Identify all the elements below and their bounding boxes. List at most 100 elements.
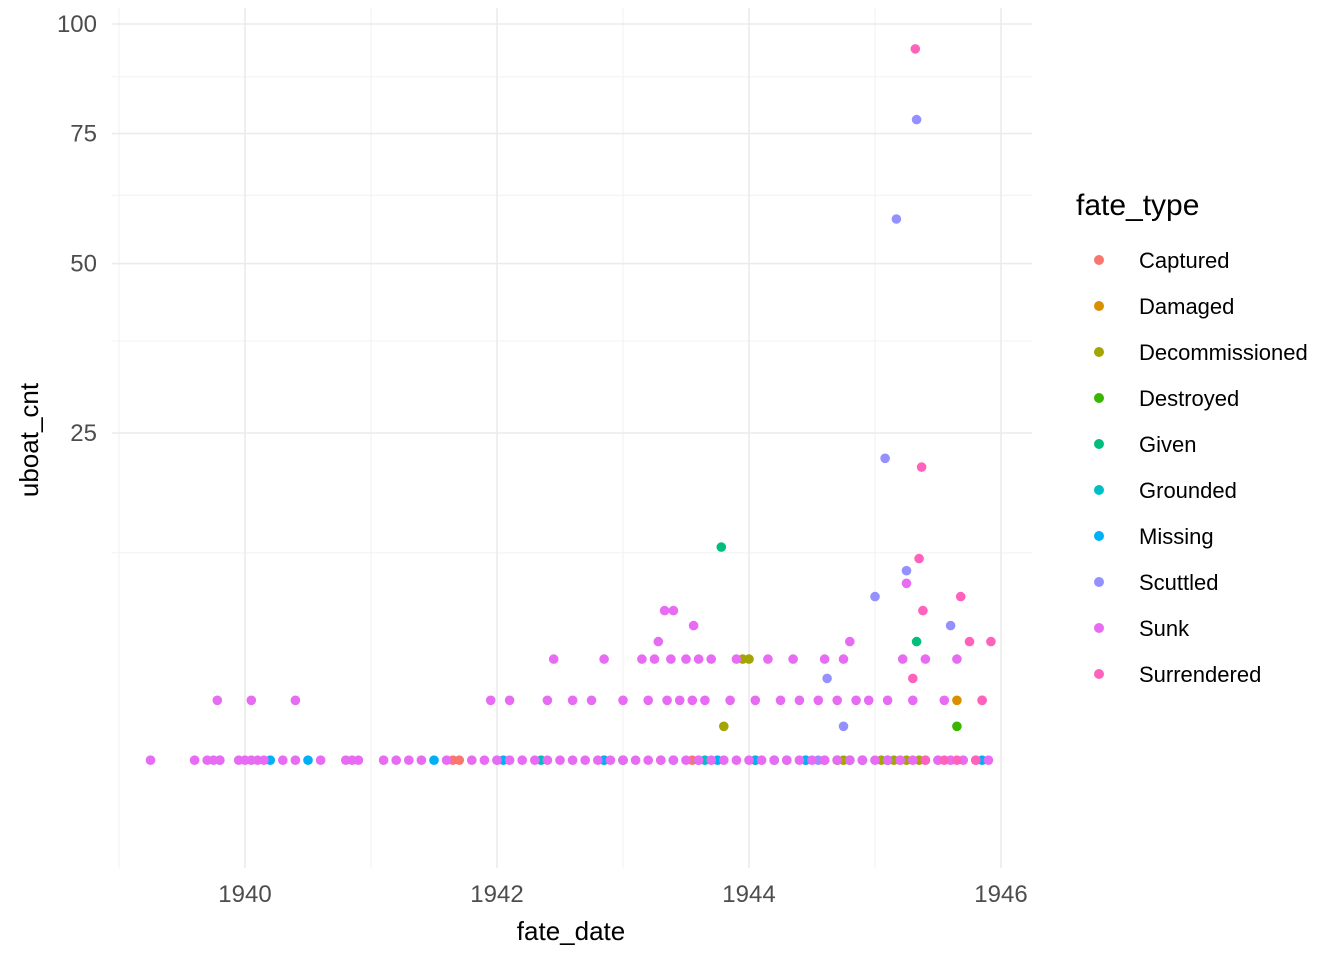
point-sunk bbox=[593, 755, 603, 765]
point-sunk bbox=[416, 755, 427, 765]
point-sunk bbox=[687, 695, 698, 706]
axes: 1940 1942 1944 1946 25 50 75 100 bbox=[57, 11, 1028, 908]
point-sunk bbox=[952, 654, 962, 664]
legend-key-destroyed bbox=[1094, 393, 1104, 403]
point-sunk bbox=[580, 755, 590, 765]
point-sunk bbox=[656, 755, 666, 765]
point-sunk bbox=[404, 755, 414, 765]
point-sunk bbox=[693, 654, 704, 664]
point-sunk bbox=[731, 755, 742, 765]
point-sunk bbox=[668, 755, 679, 765]
point-sunk bbox=[750, 695, 761, 706]
point-sunk bbox=[851, 695, 861, 706]
point-sunk bbox=[882, 755, 893, 765]
point-sunk bbox=[643, 695, 653, 706]
legend-key-given bbox=[1094, 439, 1104, 449]
legend-key-surrendered bbox=[1094, 669, 1104, 679]
point-sunk bbox=[666, 654, 676, 664]
point-sunk bbox=[845, 636, 855, 647]
point-sunk bbox=[845, 755, 855, 765]
point-sunk bbox=[863, 695, 874, 706]
x-tick-label: 1946 bbox=[974, 881, 1027, 908]
legend-key-grounded bbox=[1094, 485, 1104, 495]
point-sunk bbox=[479, 755, 490, 765]
point-sunk bbox=[467, 755, 477, 765]
point-sunk bbox=[782, 755, 792, 765]
point-sunk bbox=[763, 654, 773, 664]
legend-key-scuttled bbox=[1094, 577, 1104, 587]
point-sunk bbox=[605, 755, 616, 765]
point-sunk bbox=[530, 755, 540, 765]
point-sunk bbox=[897, 654, 908, 664]
point-sunk bbox=[731, 654, 742, 664]
point-sunk bbox=[882, 695, 893, 706]
legend-label-given: Given bbox=[1139, 432, 1196, 457]
point-surrendered bbox=[918, 605, 928, 616]
point-sunk bbox=[870, 755, 880, 765]
point-sunk bbox=[832, 695, 842, 706]
point-given bbox=[911, 636, 922, 647]
point-sunk bbox=[567, 755, 578, 765]
point-surrendered bbox=[910, 44, 921, 54]
point-sunk bbox=[719, 755, 729, 765]
point-sunk bbox=[838, 654, 849, 664]
point-sunk bbox=[542, 695, 553, 706]
point-sunk bbox=[653, 636, 664, 647]
point-sunk bbox=[775, 695, 786, 706]
legend-label-grounded: Grounded bbox=[1139, 478, 1237, 503]
point-sunk bbox=[819, 755, 830, 765]
y-tick-label: 50 bbox=[70, 251, 97, 278]
point-captured bbox=[454, 755, 465, 765]
point-sunk bbox=[567, 695, 578, 706]
legend-key-captured bbox=[1094, 255, 1104, 265]
point-sunk bbox=[504, 755, 515, 765]
y-axis-title: uboat_cnt bbox=[14, 382, 44, 497]
point-sunk bbox=[706, 654, 716, 664]
point-scuttled bbox=[870, 591, 880, 602]
y-tick-label: 100 bbox=[57, 11, 97, 38]
point-sunk bbox=[315, 755, 326, 765]
point-scuttled bbox=[901, 565, 912, 576]
point-damaged bbox=[952, 695, 962, 706]
point-sunk bbox=[920, 654, 931, 664]
legend-label-missing: Missing bbox=[1139, 524, 1214, 549]
point-decommissioned bbox=[719, 721, 729, 732]
legend-key-sunk bbox=[1094, 623, 1104, 633]
point-sunk bbox=[637, 654, 647, 664]
legend-label-captured: Captured bbox=[1139, 248, 1230, 273]
point-sunk bbox=[548, 654, 559, 664]
point-sunk bbox=[145, 755, 156, 765]
point-surrendered bbox=[914, 553, 924, 564]
point-sunk bbox=[832, 755, 842, 765]
point-sunk bbox=[662, 695, 672, 706]
legend-label-damaged: Damaged bbox=[1139, 294, 1234, 319]
point-sunk bbox=[485, 695, 496, 706]
point-sunk bbox=[681, 654, 691, 664]
point-scuttled bbox=[822, 673, 832, 684]
point-surrendered bbox=[952, 755, 962, 765]
point-sunk bbox=[983, 755, 994, 765]
point-sunk bbox=[819, 654, 830, 664]
point-sunk bbox=[857, 755, 868, 765]
point-sunk bbox=[246, 695, 257, 706]
point-sunk bbox=[586, 695, 597, 706]
x-tick-label: 1940 bbox=[218, 881, 271, 908]
point-sunk bbox=[756, 755, 767, 765]
point-sunk bbox=[618, 755, 628, 765]
x-tick-label: 1942 bbox=[470, 881, 523, 908]
point-surrendered bbox=[986, 636, 996, 647]
point-scuttled bbox=[945, 620, 956, 631]
point-sunk bbox=[517, 755, 527, 765]
point-sunk bbox=[659, 605, 670, 616]
point-sunk bbox=[908, 695, 918, 706]
point-sunk bbox=[895, 755, 905, 765]
point-surrendered bbox=[977, 695, 987, 706]
point-sunk bbox=[788, 654, 798, 664]
point-sunk bbox=[700, 695, 710, 706]
point-surrendered bbox=[908, 673, 918, 684]
point-sunk bbox=[649, 654, 660, 664]
point-sunk bbox=[769, 755, 779, 765]
point-sunk bbox=[378, 755, 389, 765]
point-sunk bbox=[674, 695, 685, 706]
